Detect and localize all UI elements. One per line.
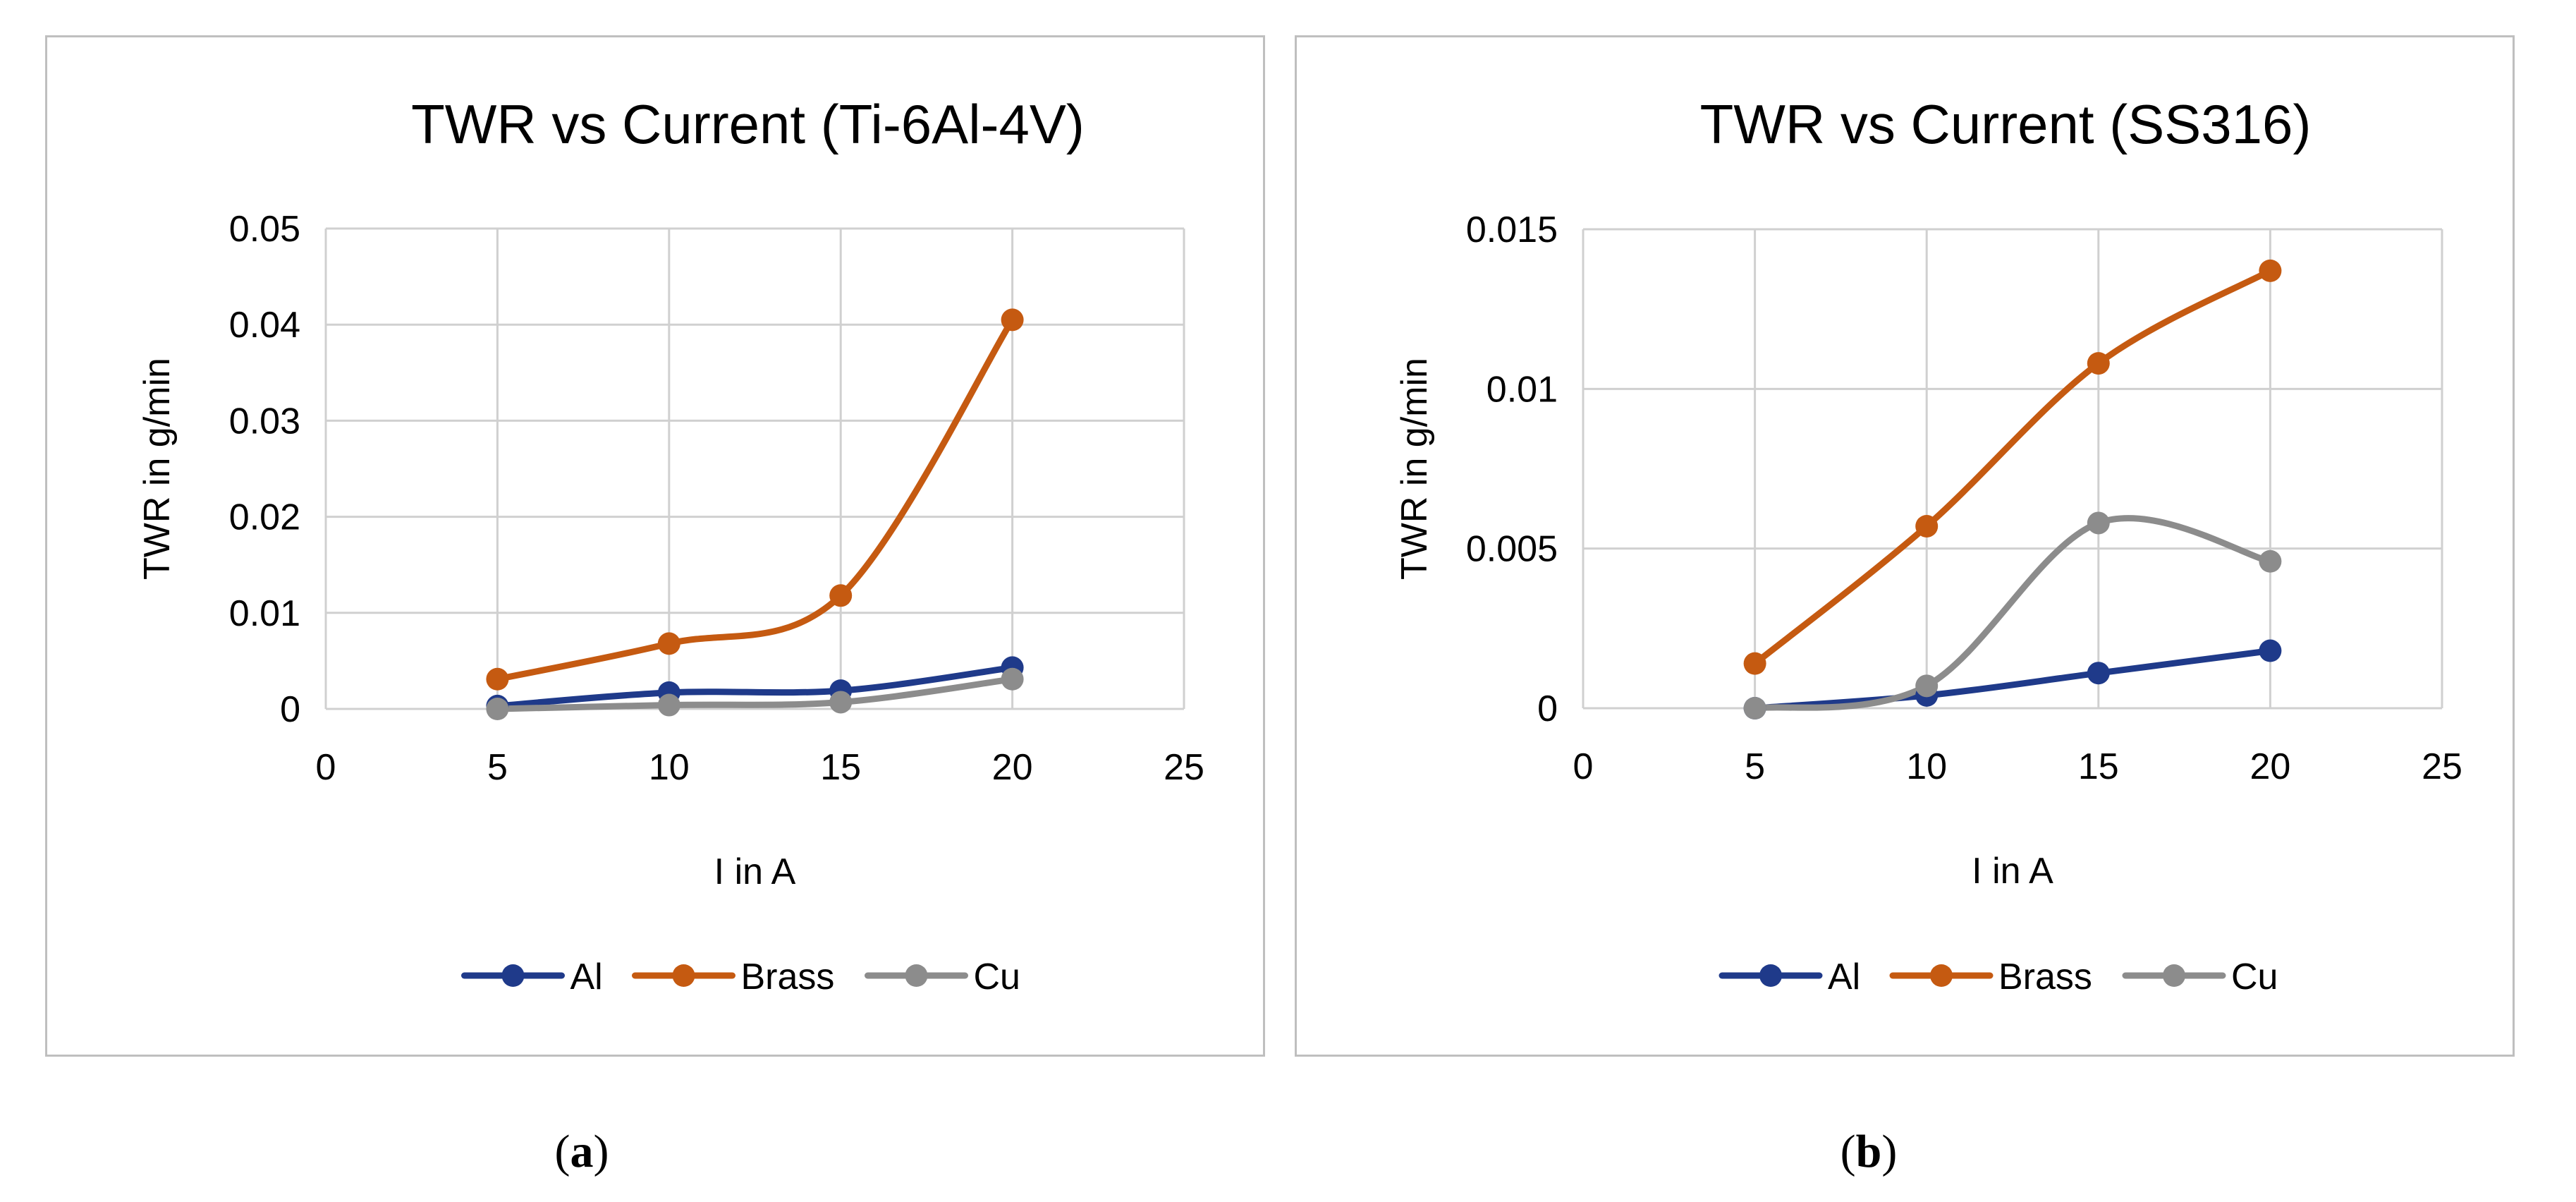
chart-b-legend-cu-marker	[2163, 964, 2185, 987]
caption-a: (a)	[441, 1125, 723, 1179]
chart-a-legend-al: Al	[461, 957, 603, 997]
chart-b-xtick-5: 25	[2422, 746, 2462, 787]
chart-b-xtick-3: 15	[2078, 746, 2119, 787]
chart-a-point-brass-20	[1001, 308, 1024, 332]
chart-a-xtick-1: 5	[487, 747, 508, 788]
chart-a-xtick-2: 10	[649, 747, 690, 788]
caption-a-close: )	[593, 1126, 609, 1177]
chart-b-point-brass-5	[1743, 652, 1766, 675]
chart-a-title: TWR vs Current (Ti-6Al-4V)	[411, 93, 1085, 155]
chart-b-xtick-4: 20	[2250, 746, 2290, 787]
chart-a-point-brass-10	[657, 632, 680, 655]
chart-panel-b: TWR vs Current (SS316) 0 0.005 0.01 0.015 0 5 1…	[1295, 35, 2515, 1057]
chart-a-xtick-5: 25	[1164, 747, 1204, 788]
chart-b-point-cu-10	[1915, 674, 1939, 698]
chart-a-legend-cu-marker	[905, 964, 928, 987]
chart-b-legend-brass-label: Brass	[1998, 957, 2092, 997]
chart-b: TWR vs Current (SS316) 0 0.005 0.01 0.015 0 5 1…	[1394, 93, 2462, 997]
chart-b-legend-cu: Cu	[2122, 957, 2278, 997]
chart-a-point-cu-20	[1001, 667, 1024, 691]
chart-a-xtick-4: 20	[992, 747, 1033, 788]
chart-a-ytick-5: 0.05	[229, 209, 300, 250]
chart-a-ytick-4: 0.04	[229, 305, 300, 346]
chart-b-legend-al-label: Al	[1828, 957, 1860, 997]
chart-a-legend-al-label: Al	[570, 957, 603, 997]
caption-b-letter: b	[1855, 1126, 1882, 1177]
chart-a-legend-brass-label: Brass	[741, 957, 835, 997]
caption-b-open: (	[1840, 1126, 1856, 1177]
chart-a-xtick-3: 15	[820, 747, 861, 788]
chart-a-series-cu-line	[494, 676, 1016, 712]
chart-a-ytick-3: 0.03	[229, 401, 300, 442]
chart-a-point-cu-15	[829, 691, 853, 714]
caption-b: (b)	[1728, 1125, 2010, 1179]
chart-b-ytick-1: 0.005	[1466, 529, 1558, 570]
chart-b-point-brass-20	[2259, 259, 2282, 282]
chart-b-xtick-0: 0	[1573, 746, 1594, 787]
chart-b-point-cu-20	[2259, 550, 2282, 573]
chart-a-legend-brass-marker	[672, 964, 695, 987]
chart-b-point-cu-5	[1743, 697, 1766, 720]
chart-b-point-al-20	[2259, 639, 2282, 662]
chart-panel-a: TWR vs Current (Ti-6Al-4V) 0 0.01 0.02 0.03 0…	[45, 35, 1265, 1057]
caption-b-close: )	[1881, 1126, 1898, 1177]
chart-a-xtick-0: 0	[316, 747, 336, 788]
chart-b-legend-brass: Brass	[1889, 957, 2092, 997]
chart-b-ylabel: TWR in g/min	[1394, 358, 1435, 580]
caption-a-letter: a	[570, 1126, 594, 1177]
chart-b-xtick-1: 5	[1745, 746, 1765, 787]
chart-a-legend-al-marker	[501, 964, 525, 987]
chart-b-point-brass-10	[1915, 514, 1939, 538]
chart-b-legend-brass-marker	[1930, 964, 1953, 987]
chart-b-point-al-15	[2087, 662, 2110, 685]
chart-b-legend-al: Al	[1719, 957, 1860, 997]
chart-b-ytick-3: 0.015	[1466, 210, 1558, 250]
chart-b-series-cu-line	[1752, 515, 2273, 712]
chart-a-ytick-0: 0	[280, 689, 300, 730]
chart-b-point-cu-15	[2087, 511, 2110, 535]
chart-b-ytick-2: 0.01	[1487, 369, 1558, 410]
chart-b-point-brass-15	[2087, 352, 2110, 375]
chart-b-ytick-0: 0	[1537, 688, 1558, 729]
chart-b-xlabel: I in A	[1972, 851, 2053, 892]
chart-a-legend-brass: Brass	[632, 957, 835, 997]
caption-a-open: (	[554, 1126, 570, 1177]
chart-a-ytick-1: 0.01	[229, 593, 300, 634]
chart-a-legend-cu-label: Cu	[974, 957, 1020, 997]
chart-b-legend-al-marker	[1759, 964, 1782, 987]
chart-a-point-cu-5	[486, 698, 509, 720]
chart-b-series-al-line	[1752, 648, 2273, 712]
chart-b-xtick-2: 10	[1906, 746, 1947, 787]
chart-a-xlabel: I in A	[714, 851, 796, 892]
chart-a-point-brass-5	[486, 667, 509, 691]
chart-a-series-al-line	[494, 664, 1016, 710]
chart-a-series-brass-line	[494, 316, 1016, 683]
chart-b-series-brass-line	[1752, 267, 2273, 667]
chart-a-ylabel: TWR in g/min	[137, 358, 178, 580]
chart-b-title: TWR vs Current (SS316)	[1700, 93, 2312, 155]
chart-a: TWR vs Current (Ti-6Al-4V) 0 0.01 0.02 0.03 0…	[137, 93, 1204, 997]
chart-a-point-cu-10	[657, 693, 680, 717]
chart-a-ytick-2: 0.02	[229, 497, 300, 538]
chart-b-legend-cu-label: Cu	[2231, 957, 2278, 997]
chart-a-legend-cu: Cu	[865, 957, 1020, 997]
chart-a-point-brass-15	[829, 584, 853, 607]
